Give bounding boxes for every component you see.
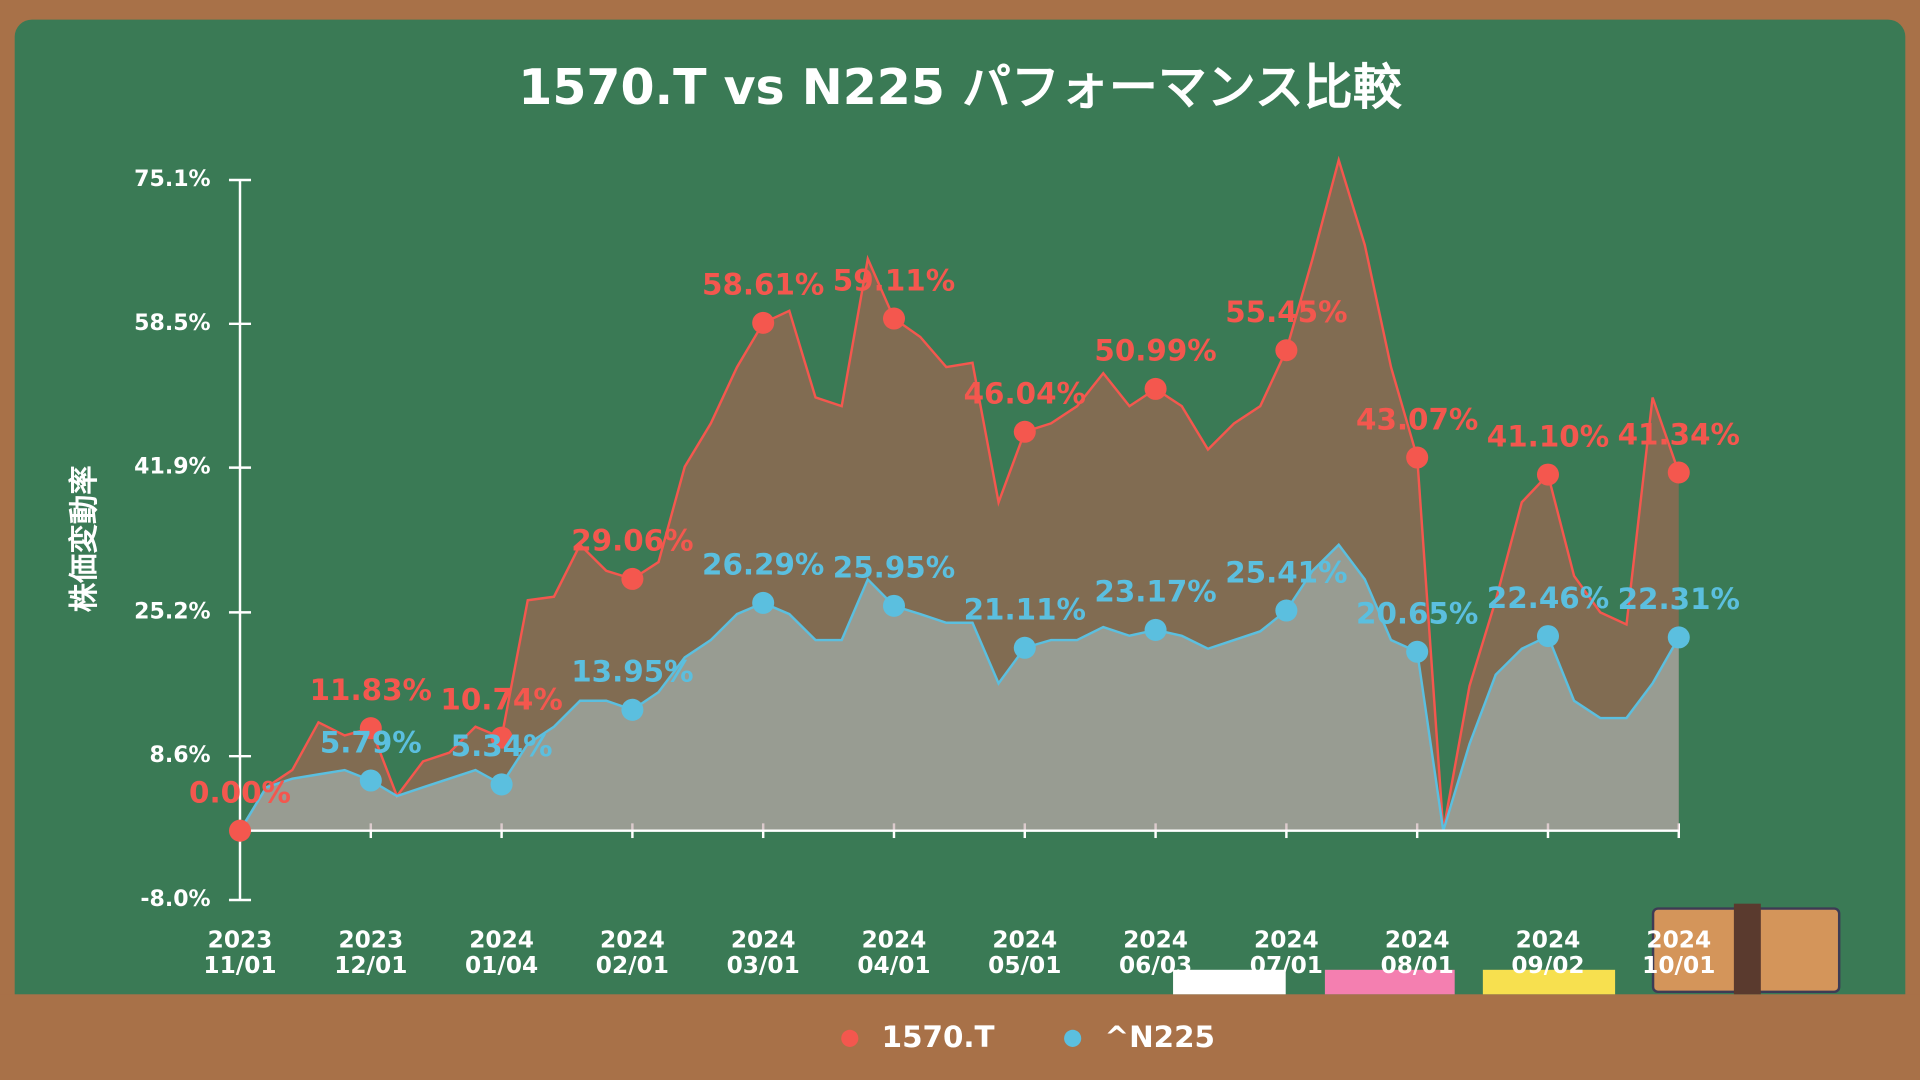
data-point bbox=[1406, 446, 1429, 469]
chalk-ledge bbox=[0, 994, 1920, 1080]
x-tick-label: 2024 01/04 bbox=[465, 926, 538, 979]
x-tick-label: 2023 12/01 bbox=[334, 926, 407, 979]
data-label: 11.83% bbox=[310, 673, 432, 707]
data-point bbox=[1144, 618, 1167, 641]
legend-label: 1570.T bbox=[882, 1020, 995, 1054]
data-label: 0.00% bbox=[189, 775, 291, 809]
chart-title: 1570.T vs N225 パフォーマンス比較 bbox=[518, 59, 1402, 116]
area bbox=[240, 160, 1679, 831]
y-tick-label: 25.2% bbox=[134, 599, 210, 624]
data-label: 59.11% bbox=[833, 263, 955, 297]
chalk-pink bbox=[1324, 969, 1455, 995]
data-label: 5.79% bbox=[320, 725, 422, 759]
data-label: 22.46% bbox=[1487, 581, 1609, 615]
legend-marker bbox=[1064, 1029, 1082, 1047]
y-tick-label: 8.6% bbox=[150, 743, 211, 768]
data-label: 58.61% bbox=[702, 268, 824, 302]
data-point bbox=[1667, 461, 1690, 484]
y-tick-label: -8.0% bbox=[140, 887, 210, 912]
data-label: 41.10% bbox=[1487, 419, 1609, 453]
x-tick-label: 2024 07/01 bbox=[1250, 926, 1323, 979]
chalk-yellow bbox=[1482, 969, 1616, 995]
x-tick-label: 2024 05/01 bbox=[988, 926, 1061, 979]
data-point bbox=[1013, 636, 1036, 659]
data-label: 20.65% bbox=[1356, 597, 1478, 631]
data-label: 5.34% bbox=[451, 729, 553, 763]
data-label: 55.45% bbox=[1225, 295, 1347, 329]
data-point bbox=[752, 311, 775, 334]
legend-label: ^N225 bbox=[1104, 1020, 1215, 1054]
x-tick-label: 2023 11/01 bbox=[203, 926, 276, 979]
data-point bbox=[228, 819, 252, 842]
data-point bbox=[490, 726, 513, 749]
data-label: 22.31% bbox=[1618, 582, 1740, 616]
data-point bbox=[621, 567, 644, 590]
y-tick-label: 58.5% bbox=[134, 311, 210, 336]
data-point bbox=[1275, 599, 1298, 622]
data-label: 41.34% bbox=[1618, 417, 1740, 451]
data-point bbox=[882, 594, 906, 617]
line bbox=[238, 155, 1680, 832]
data-label: 26.29% bbox=[702, 548, 824, 582]
data-label: 43.07% bbox=[1356, 402, 1478, 436]
eraser-band bbox=[1733, 903, 1761, 995]
data-point bbox=[1667, 626, 1690, 649]
x-tick-label: 2024 06/03 bbox=[1119, 926, 1192, 979]
x-tick-label: 2024 02/01 bbox=[596, 926, 669, 979]
data-label: 13.95% bbox=[571, 655, 693, 689]
x-tick-label: 2024 10/01 bbox=[1642, 926, 1715, 979]
data-point bbox=[1406, 640, 1429, 663]
data-label: 23.17% bbox=[1094, 575, 1216, 609]
x-tick-label: 2024 04/01 bbox=[857, 926, 930, 979]
data-label: 10.74% bbox=[440, 682, 562, 716]
data-label: 21.11% bbox=[964, 593, 1086, 627]
line bbox=[238, 542, 1680, 832]
data-label: 50.99% bbox=[1094, 334, 1216, 368]
legend-marker bbox=[841, 1029, 859, 1047]
data-label: 25.41% bbox=[1225, 555, 1347, 589]
data-point bbox=[359, 769, 382, 792]
x-tick-label: 2024 08/01 bbox=[1381, 926, 1454, 979]
data-point bbox=[1536, 625, 1559, 648]
y-axis-label: 株価変動率 bbox=[67, 465, 101, 612]
data-point bbox=[1144, 377, 1167, 400]
data-point bbox=[359, 717, 382, 740]
data-point bbox=[1536, 463, 1559, 486]
data-label: 29.06% bbox=[571, 524, 693, 558]
data-point bbox=[1275, 339, 1298, 362]
area bbox=[240, 544, 1679, 831]
data-label: 46.04% bbox=[964, 377, 1086, 411]
data-point bbox=[752, 591, 775, 614]
data-point bbox=[882, 307, 906, 330]
data-point bbox=[490, 773, 513, 796]
x-tick-label: 2024 09/02 bbox=[1511, 926, 1584, 979]
data-point bbox=[621, 698, 644, 721]
y-tick-label: 41.9% bbox=[134, 455, 210, 480]
plot: -8.0% 8.6% 25.2% 41.9% 58.5% 75.1% 2023 11/01 20… bbox=[134, 155, 1740, 979]
chalk-white bbox=[1173, 969, 1286, 995]
x-tick-label: 2024 03/01 bbox=[727, 926, 800, 979]
data-point bbox=[1013, 420, 1036, 443]
y-tick-label: 75.1% bbox=[134, 167, 210, 192]
data-label: 25.95% bbox=[833, 551, 955, 585]
